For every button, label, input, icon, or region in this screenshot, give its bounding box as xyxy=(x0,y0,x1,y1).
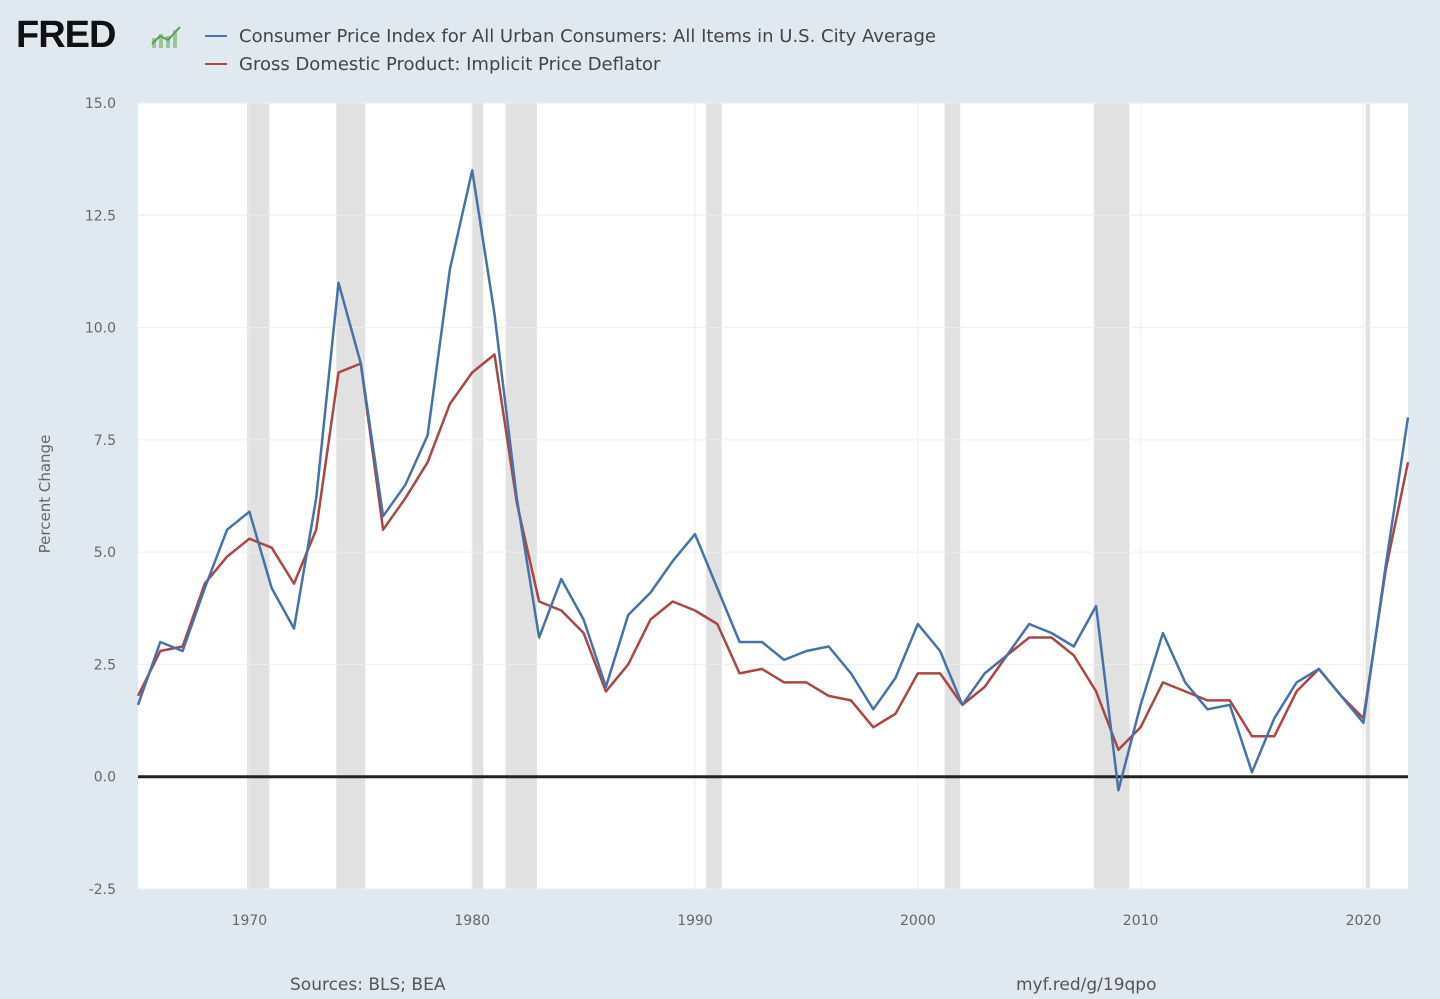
series-line-cpi xyxy=(136,169,1410,792)
y-tick-label: 12.5 xyxy=(85,208,116,224)
series-line-gdp-deflator xyxy=(136,353,1410,752)
legend-item-cpi[interactable]: Consumer Price Index for All Urban Consu… xyxy=(205,22,936,50)
legend-swatch-gdp xyxy=(205,63,227,65)
legend-item-gdp-deflator[interactable]: Gross Domestic Product: Implicit Price D… xyxy=(205,50,936,78)
y-tick-label: 10.0 xyxy=(85,321,116,337)
y-tick-label: 15.0 xyxy=(85,96,116,112)
short-link[interactable]: myf.red/g/19qpo xyxy=(1016,975,1157,995)
legend-label-cpi: Consumer Price Index for All Urban Consu… xyxy=(239,25,936,47)
x-tick-label: 1980 xyxy=(454,913,490,929)
y-tick-label: 5.0 xyxy=(94,545,116,561)
recession-shading xyxy=(472,103,484,889)
plot-area xyxy=(138,103,1408,889)
chart-logo-icon xyxy=(151,26,181,48)
recession-shading xyxy=(247,103,270,889)
fred-logo[interactable]: FRED xyxy=(16,14,116,56)
recession-shading xyxy=(706,103,722,889)
x-tick-label: 1970 xyxy=(232,913,268,929)
x-tick-label: 1990 xyxy=(677,913,713,929)
recession-shading xyxy=(505,103,537,889)
legend: Consumer Price Index for All Urban Consu… xyxy=(205,22,936,78)
x-tick-label: 2020 xyxy=(1346,913,1382,929)
legend-label-gdp: Gross Domestic Product: Implicit Price D… xyxy=(239,53,661,75)
y-tick-label: 0.0 xyxy=(94,770,116,786)
y-tick-label: 7.5 xyxy=(94,433,116,449)
legend-swatch-cpi xyxy=(205,35,227,37)
recession-shading xyxy=(336,103,366,889)
recession-shading xyxy=(944,103,961,889)
y-tick-label: -2.5 xyxy=(89,882,116,898)
sources-text: Sources: BLS; BEA xyxy=(290,975,446,995)
recession-shading xyxy=(1093,103,1130,889)
x-tick-label: 2010 xyxy=(1123,913,1159,929)
y-tick-label: 2.5 xyxy=(94,657,116,673)
y-axis-label: Percent Change xyxy=(36,434,54,554)
recession-shading xyxy=(1365,103,1371,889)
x-tick-label: 2000 xyxy=(900,913,936,929)
